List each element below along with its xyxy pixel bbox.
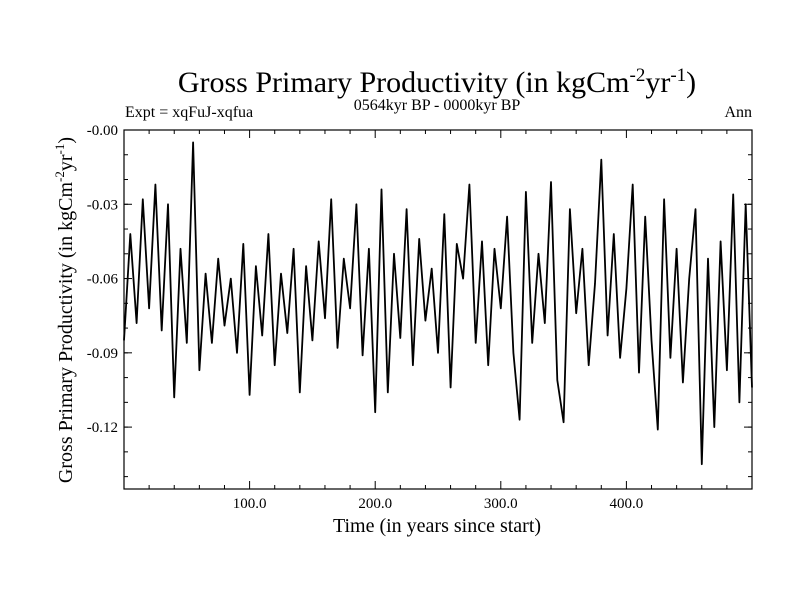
season-label: Ann bbox=[724, 104, 752, 121]
x-axis-ticks: 100.0 200.0 300.0 400.0 bbox=[148, 130, 728, 512]
y-axis-label-exponent-1: -2 bbox=[52, 171, 67, 182]
y-axis-label: Gross Primary Productivity (in kgCm-2yr-… bbox=[52, 137, 77, 483]
y-tick-label: -0.12 bbox=[87, 420, 118, 436]
y-axis-label-close: ) bbox=[55, 137, 77, 144]
chart-title-close: ) bbox=[686, 66, 696, 99]
chart-title: Gross Primary Productivity (in kgCm-2yr-… bbox=[178, 65, 696, 99]
x-axis-label: Time (in years since start) bbox=[333, 515, 541, 537]
y-axis-label-unit-yr: yr bbox=[55, 154, 77, 171]
chart-title-exponent-1: -2 bbox=[630, 65, 646, 86]
gpp-series-line bbox=[123, 141, 753, 466]
experiment-label: Expt = xqFuJ-xqfua bbox=[125, 104, 253, 121]
y-axis-label-main: Gross Primary Productivity (in kgCm bbox=[55, 182, 77, 484]
y-tick-label: -0.03 bbox=[87, 197, 118, 213]
chart-title-unit-yr: yr bbox=[645, 66, 670, 99]
y-axis-label-exponent-2: -1 bbox=[52, 144, 67, 155]
y-tick-label: -0.00 bbox=[87, 123, 118, 139]
y-tick-label: -0.09 bbox=[87, 346, 118, 362]
plot-frame bbox=[123, 129, 753, 490]
x-tick-label: 200.0 bbox=[358, 496, 392, 512]
y-tick-label: -0.06 bbox=[87, 272, 119, 288]
chart-title-exponent-2: -1 bbox=[670, 65, 686, 86]
x-tick-label: 100.0 bbox=[233, 496, 267, 512]
x-tick-label: 400.0 bbox=[610, 496, 644, 512]
y-axis-ticks: -0.00 -0.03 -0.06 -0.09 -0.12 bbox=[87, 123, 752, 478]
x-tick-label: 300.0 bbox=[484, 496, 518, 512]
time-range-label: 0564kyr BP - 0000kyr BP bbox=[354, 97, 521, 114]
chart-title-main: Gross Primary Productivity (in kgCm bbox=[178, 66, 630, 99]
